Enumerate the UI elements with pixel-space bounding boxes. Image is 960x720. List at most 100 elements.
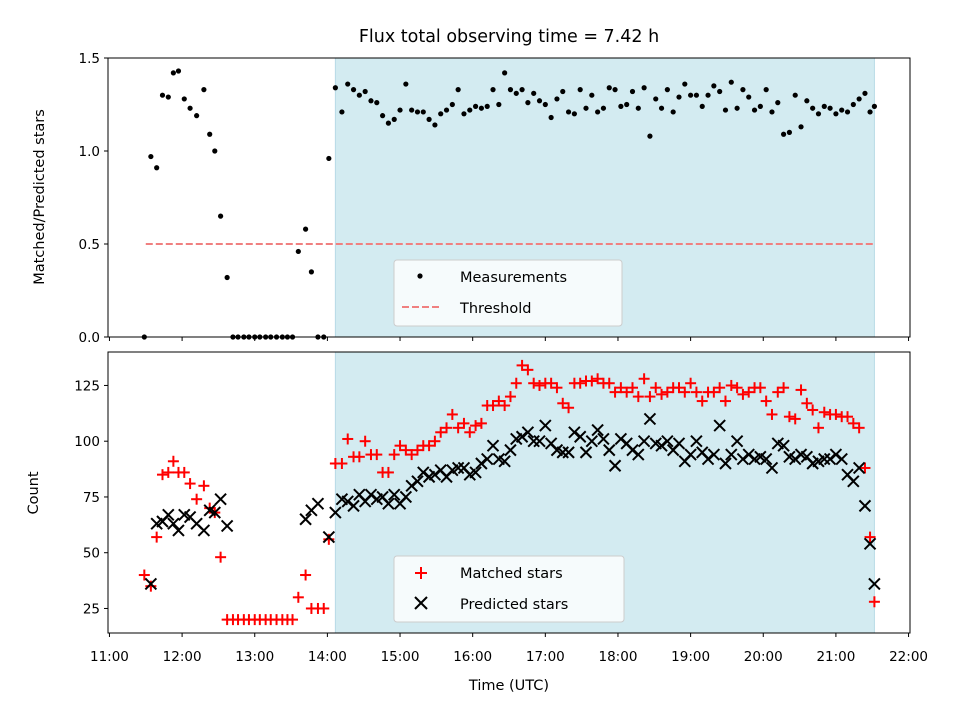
ratio-y-tick-label: 0.0 (79, 330, 100, 346)
matched-star-point (323, 533, 335, 545)
measurement-point (449, 101, 455, 108)
matched-star-point (487, 400, 499, 412)
matched-star-point (429, 435, 441, 447)
measurement-point (618, 103, 624, 109)
ratio-y-tick-label: 1.5 (79, 51, 100, 67)
matched-star-point (842, 411, 854, 423)
predicted-star-point (311, 497, 325, 510)
predicted-star-point (347, 499, 360, 513)
matched-stars-points (138, 359, 880, 626)
x-tick-label: 16:00 (453, 649, 492, 665)
matched-star-point (522, 364, 534, 376)
measurement-point (391, 116, 397, 122)
matched-star-point (626, 382, 638, 394)
measurement-point (717, 88, 723, 95)
predicted-star-point (585, 434, 599, 448)
matched-star-point (621, 386, 633, 398)
predicted-star-point (382, 497, 395, 510)
measurement-point (577, 87, 583, 93)
predicted-star-point (329, 506, 342, 519)
matched-star-point (534, 379, 546, 391)
matched-star-point (138, 569, 150, 581)
measurement-point (374, 100, 380, 106)
predicted-star-point (214, 492, 227, 506)
predicted-star-point (852, 461, 866, 475)
count-panel: 25 50 75 100 125 11:00 12:00 13:00 14:00 15:00 16… (26, 351, 928, 694)
predicted-star-point (299, 513, 312, 526)
predicted-star-point (863, 537, 877, 551)
measurement-point (409, 107, 415, 113)
measurement-point (670, 109, 676, 115)
predicted-star-point (411, 475, 424, 488)
measurement-point (815, 111, 822, 117)
predicted-star-point (172, 524, 185, 537)
count-y-tick-label: 50 (83, 546, 100, 562)
matched-star-point (162, 466, 174, 478)
measurement-point (600, 105, 607, 111)
matched-star-point (737, 388, 749, 400)
measurement-point (519, 87, 525, 93)
measurement-point (548, 114, 554, 121)
predicted-star-point (486, 439, 500, 452)
measurement-point (740, 87, 746, 93)
matched-star-point (731, 382, 743, 394)
measurement-point (589, 92, 595, 98)
predicted-star-point (643, 412, 657, 426)
predicted-star-point (208, 506, 221, 519)
matched-star-point (778, 382, 790, 394)
predicted-star-point (637, 434, 651, 448)
ratio-panel: 0.0 0.5 1.0 1.5 Matched/Predicted stars Mea… (32, 51, 911, 346)
matched-star-point (725, 379, 737, 391)
measurement-point (536, 98, 543, 104)
matched-star-point (795, 384, 807, 396)
measurement-point (148, 153, 154, 160)
matched-star-point (359, 435, 371, 447)
measurement-point (525, 100, 531, 106)
matched-star-point (382, 466, 394, 478)
matched-star-point (632, 391, 644, 403)
matched-star-point (458, 417, 470, 429)
measurement-point (839, 107, 845, 113)
measurement-point (606, 85, 612, 91)
measurement-point (484, 103, 490, 109)
matched-star-point (452, 422, 464, 434)
measurement-point (786, 129, 793, 135)
predicted-star-point (713, 419, 726, 432)
measurement-point (212, 148, 218, 154)
measurement-point (844, 109, 851, 115)
measurement-point (612, 87, 618, 93)
measurement-point (181, 96, 187, 102)
matched-star-point (499, 400, 511, 412)
measurement-point (862, 90, 868, 96)
ratio-x-ticks (108, 337, 910, 341)
matched-star-point (198, 480, 210, 492)
measurement-point (542, 101, 548, 108)
chart-title: Flux total observing time = 7.42 h (359, 27, 659, 47)
measurement-point (693, 92, 700, 98)
measurement-point (379, 113, 386, 119)
measurement-point (688, 92, 694, 98)
measurement-point (159, 92, 166, 98)
x-tick-label: 19:00 (671, 649, 710, 665)
measurement-point (295, 248, 301, 255)
measurement-point (397, 107, 403, 113)
predicted-star-point (539, 419, 552, 432)
predicted-star-point (597, 432, 610, 446)
measurement-point (531, 90, 537, 96)
matched-star-point (300, 569, 312, 581)
matched-star-point (592, 373, 604, 385)
matched-star-point (586, 375, 598, 387)
matched-star-point (435, 426, 447, 438)
matched-star-point (673, 382, 685, 394)
measurement-point (560, 88, 566, 95)
predicted-star-point (632, 448, 645, 461)
matched-star-point (812, 422, 824, 434)
measurement-point (734, 105, 740, 111)
legend-measurements-marker (417, 273, 423, 279)
measurement-point (461, 111, 467, 117)
measurement-point (350, 87, 357, 93)
matched-star-point (167, 455, 179, 467)
measurement-point (757, 103, 763, 109)
predicted-star-point (144, 577, 158, 591)
count-y-ticks: 25 50 75 100 125 (74, 378, 108, 617)
